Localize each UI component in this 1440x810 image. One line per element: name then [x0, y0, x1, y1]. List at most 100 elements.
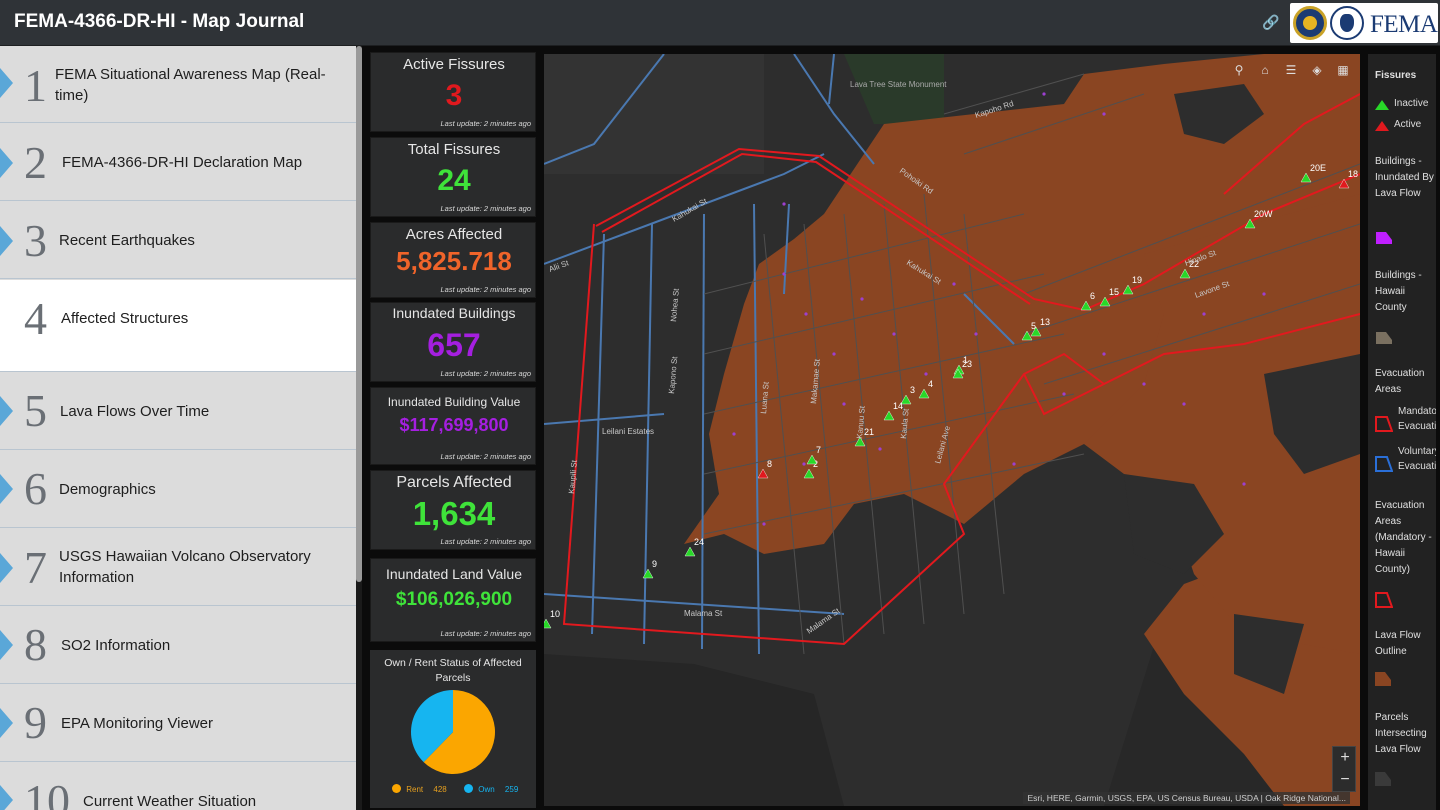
- fissure-marker-3[interactable]: [900, 394, 912, 405]
- chevron-right-icon: [0, 226, 13, 256]
- map-label-kaula: Kaula St: [899, 407, 911, 439]
- sidebar-item-weather[interactable]: 10 Current Weather Situation: [0, 763, 356, 810]
- lava-outline-icon: [1375, 672, 1391, 686]
- legend-own-value: 259: [504, 785, 519, 794]
- legend-title-evac-hawaii: Evacuation Areas (Mandatory - Hawaii Cou…: [1375, 500, 1432, 575]
- fissure-label-9: 9: [652, 559, 657, 569]
- stat-update-time: Last update: 2 minutes ago: [440, 204, 531, 213]
- evac-hawaii-icon: [1375, 592, 1393, 608]
- fissure-marker-10[interactable]: [544, 618, 552, 629]
- map-legend: Fissures Inactive Active Buildings - Inu…: [1368, 54, 1436, 810]
- section-number: 10: [24, 775, 70, 810]
- zoom-in-button[interactable]: +: [1340, 749, 1350, 766]
- fissure-markers: 12345678910131415181920E20W21222324: [544, 163, 1358, 629]
- map-label-leilani-estates: Leilani Estates: [602, 427, 654, 436]
- basemap-icon[interactable]: ▦: [1337, 63, 1349, 77]
- scrollbar-thumb[interactable]: [356, 46, 362, 582]
- map-label-makamae: Makamae St: [809, 358, 822, 404]
- chevron-right-icon: [0, 148, 13, 178]
- stat-card-active-fissures: Active Fissures 3 Last update: 2 minutes…: [370, 52, 536, 132]
- fissure-marker-5[interactable]: [1021, 330, 1033, 341]
- home-icon[interactable]: ⌂: [1261, 63, 1269, 77]
- evacuation-boundary: [562, 93, 1360, 646]
- sidebar-item-situational-awareness[interactable]: 1 FEMA Situational Awareness Map (Real-t…: [0, 46, 356, 123]
- sidebar-item-epa[interactable]: 9 EPA Monitoring Viewer: [0, 685, 356, 762]
- stat-title: Inundated Building Value: [387, 395, 521, 409]
- fissure-marker-6[interactable]: [1080, 300, 1092, 311]
- section-label: Affected Structures: [61, 310, 189, 327]
- sidebar-item-earthquakes[interactable]: 3 Recent Earthquakes: [0, 202, 356, 279]
- stat-update-time: Last update: 2 minutes ago: [440, 285, 531, 294]
- fissure-label-8: 8: [767, 459, 772, 469]
- sidebar-item-declaration-map[interactable]: 2 FEMA-4366-DR-HI Declaration Map: [0, 124, 356, 201]
- fissure-marker-15[interactable]: [1099, 296, 1111, 307]
- sidebar-item-usgs-hvo[interactable]: 7 USGS Hawaiian Volcano Observatory Info…: [0, 529, 356, 606]
- search-icon[interactable]: ⚲: [1234, 63, 1244, 77]
- parcel-icon: [1375, 772, 1391, 786]
- fissure-marker-20W[interactable]: [1244, 218, 1256, 229]
- layers-icon[interactable]: ◈: [1312, 63, 1322, 77]
- stat-update-time: Last update: 2 minutes ago: [440, 369, 531, 378]
- stat-title: Active Fissures: [403, 56, 505, 73]
- map-view[interactable]: 12345678910131415181920E20W21222324 Lava…: [544, 54, 1360, 806]
- fissure-marker-24[interactable]: [684, 546, 696, 557]
- sidebar-scrollbar[interactable]: [356, 46, 362, 810]
- stat-title: Inundated Buildings: [392, 305, 516, 321]
- fissure-label-15: 15: [1109, 287, 1119, 297]
- fissure-marker-4[interactable]: [918, 388, 930, 399]
- sidebar-item-affected-structures[interactable]: 4 Affected Structures: [0, 280, 356, 372]
- fissure-marker-22[interactable]: [1179, 268, 1191, 279]
- fissure-label-10: 10: [550, 609, 560, 619]
- fema-logo-text: FEMA: [1370, 11, 1438, 38]
- dhs-seal-icon: [1330, 6, 1364, 40]
- journal-sidebar: 1 FEMA Situational Awareness Map (Real-t…: [0, 46, 356, 810]
- sidebar-item-so2[interactable]: 8 SO2 Information: [0, 607, 356, 684]
- legend-title-parcels: Parcels Intersecting Lava Flow: [1375, 712, 1427, 755]
- section-label: Current Weather Situation: [83, 793, 257, 810]
- fissure-marker-9[interactable]: [642, 568, 654, 579]
- fissure-marker-2[interactable]: [803, 468, 815, 479]
- stat-value: $117,699,800: [399, 415, 509, 435]
- chevron-right-icon: [0, 68, 13, 98]
- fissure-label-3: 3: [910, 385, 915, 395]
- stat-value: $106,026,900: [395, 589, 513, 610]
- section-number: 5: [24, 385, 47, 436]
- pie-chart: [411, 690, 495, 774]
- legend-title-buildings-lava: Buildings - Inundated By Lava Flow: [1375, 156, 1434, 199]
- section-label: Recent Earthquakes: [59, 232, 195, 249]
- link-icon[interactable]: 🔗: [1262, 14, 1280, 30]
- fissure-label-22: 22: [1189, 259, 1199, 269]
- fissure-marker-18[interactable]: [1338, 178, 1350, 189]
- fissure-label-4: 4: [928, 379, 933, 389]
- sidebar-item-demographics[interactable]: 6 Demographics: [0, 451, 356, 528]
- own-dot-icon: [464, 784, 473, 793]
- section-number: 7: [24, 542, 47, 593]
- section-label: SO2 Information: [61, 637, 171, 654]
- fissure-label-13: 13: [1040, 317, 1050, 327]
- fissure-label-6: 6: [1090, 291, 1095, 301]
- section-label: FEMA Situational Awareness Map (Real-tim…: [55, 66, 326, 104]
- list-icon[interactable]: ☰: [1285, 63, 1297, 77]
- sidebar-item-lava-flows[interactable]: 5 Lava Flows Over Time: [0, 373, 356, 450]
- zoom-out-button[interactable]: −: [1340, 771, 1350, 788]
- map-toolbar: ⚲ ⌂ ☰ ◈ ▦: [1228, 60, 1354, 80]
- rent-dot-icon: [392, 784, 401, 793]
- fissure-marker-14[interactable]: [883, 410, 895, 421]
- chevron-right-icon: [0, 708, 13, 738]
- legend-title-evac: Evacuation Areas: [1375, 368, 1425, 395]
- map-canvas[interactable]: 12345678910131415181920E20W21222324 Lava…: [544, 54, 1360, 806]
- fissure-marker-20E[interactable]: [1300, 172, 1312, 183]
- legend-title-buildings-county: Buildings - Hawaii County: [1375, 270, 1422, 313]
- pie-slice-rent[interactable]: [423, 690, 495, 774]
- section-label: FEMA-4366-DR-HI Declaration Map: [62, 154, 303, 171]
- fissure-marker-7[interactable]: [806, 454, 818, 465]
- section-label: EPA Monitoring Viewer: [61, 715, 214, 732]
- fissure-marker-21[interactable]: [854, 436, 866, 447]
- pie-slice-own[interactable]: [411, 690, 453, 763]
- fissure-marker-13[interactable]: [1030, 326, 1042, 337]
- fissure-marker-23[interactable]: [952, 368, 964, 379]
- fissure-marker-8[interactable]: [757, 468, 769, 479]
- legend-own-label: Own: [478, 785, 495, 794]
- legend-mandatory: Mandatory Evacuation: [1398, 406, 1436, 432]
- fissure-marker-19[interactable]: [1122, 284, 1134, 295]
